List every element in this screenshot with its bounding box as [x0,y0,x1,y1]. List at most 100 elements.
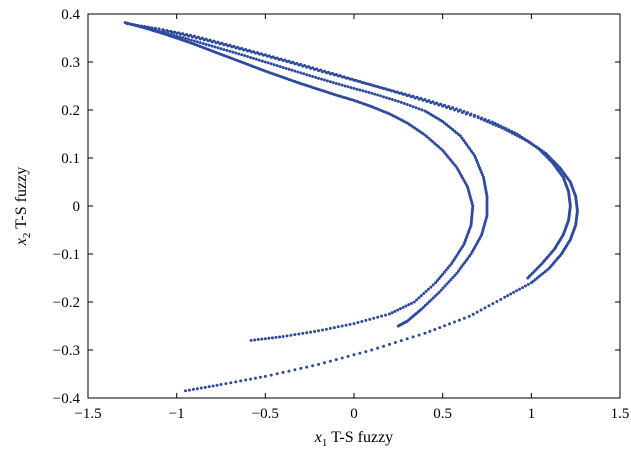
data-point [183,33,187,37]
data-point [469,149,473,153]
data-point [395,90,399,94]
data-point [373,92,377,96]
data-point [456,269,460,273]
data-point [203,385,207,389]
data-point [336,74,340,78]
data-point [320,328,324,332]
data-point [273,56,277,60]
data-point [480,173,484,177]
x-tick-label: −0.5 [252,406,279,422]
data-point [314,75,318,79]
data-point [414,106,418,110]
data-point [358,88,362,92]
data-point [364,318,368,322]
data-point [503,295,507,299]
data-point [433,141,437,145]
data-point [163,31,167,35]
data-point [504,127,508,131]
data-point [219,47,223,51]
data-point [246,55,250,59]
data-point [458,267,462,271]
data-point [455,271,459,275]
data-point [201,42,205,46]
data-point [475,310,479,314]
data-point [376,93,380,97]
data-point [495,299,499,303]
data-point [384,87,388,91]
data-point [485,209,489,213]
data-point [466,256,470,260]
data-point [451,259,455,263]
data-point [219,383,223,387]
data-point [364,81,368,85]
data-point [451,275,455,279]
y-axis-ticks: −0.4 −0.3 −0.2 −0.1 0 0.1 0.2 0.3 0.4 [53,7,620,407]
data-point [178,35,182,39]
data-point [379,94,383,98]
data-point [234,380,238,384]
data-point [170,30,174,34]
data-point [274,335,278,339]
data-point [442,270,446,274]
data-point [246,49,250,53]
data-point [260,59,264,63]
data-point [485,194,489,198]
data-point [290,68,294,72]
data-point [461,245,465,249]
data-point [448,264,452,268]
data-point [485,201,489,205]
data-point [325,79,329,83]
data-point [402,101,406,105]
data-point [448,322,452,326]
data-point [483,117,487,121]
data-point [431,140,435,144]
data-point [445,282,449,286]
data-point [399,100,403,104]
data-point [437,290,441,294]
data-point [199,386,203,390]
data-point [372,316,376,320]
data-point [331,81,335,85]
data-point [520,135,524,139]
data-point [356,79,360,83]
data-point [387,312,391,316]
data-point [439,288,443,292]
data-point [231,50,235,54]
data-point [343,84,347,88]
data-point [238,47,242,51]
y-tick-label: 0 [73,199,81,215]
data-point [439,102,443,106]
data-point [496,123,500,127]
data-point [443,284,447,288]
data-point [254,57,258,61]
data-point [387,97,391,101]
data-point [278,65,282,69]
data-point [244,378,248,382]
data-point [415,298,419,302]
data-point [509,292,513,296]
data-point [348,77,352,81]
data-point [471,312,475,316]
data-point [520,286,524,290]
data-point [452,257,456,261]
x-axis-label: x1 T-S fuzzy [314,429,393,449]
data-point [417,107,421,111]
data-point [433,294,437,298]
data-point [441,272,445,276]
data-point [226,44,230,48]
data-point [340,75,344,79]
data-point [269,55,273,59]
data-point [293,69,297,73]
data-point [370,348,374,352]
data-point [192,39,196,43]
data-point [485,197,489,201]
data-point [431,283,435,287]
data-point [360,80,364,84]
data-point [179,32,183,36]
data-point [452,320,456,324]
data-point [210,40,214,44]
data-point [446,266,450,270]
data-point [376,85,380,89]
data-point [475,158,479,162]
data-point [491,302,495,306]
